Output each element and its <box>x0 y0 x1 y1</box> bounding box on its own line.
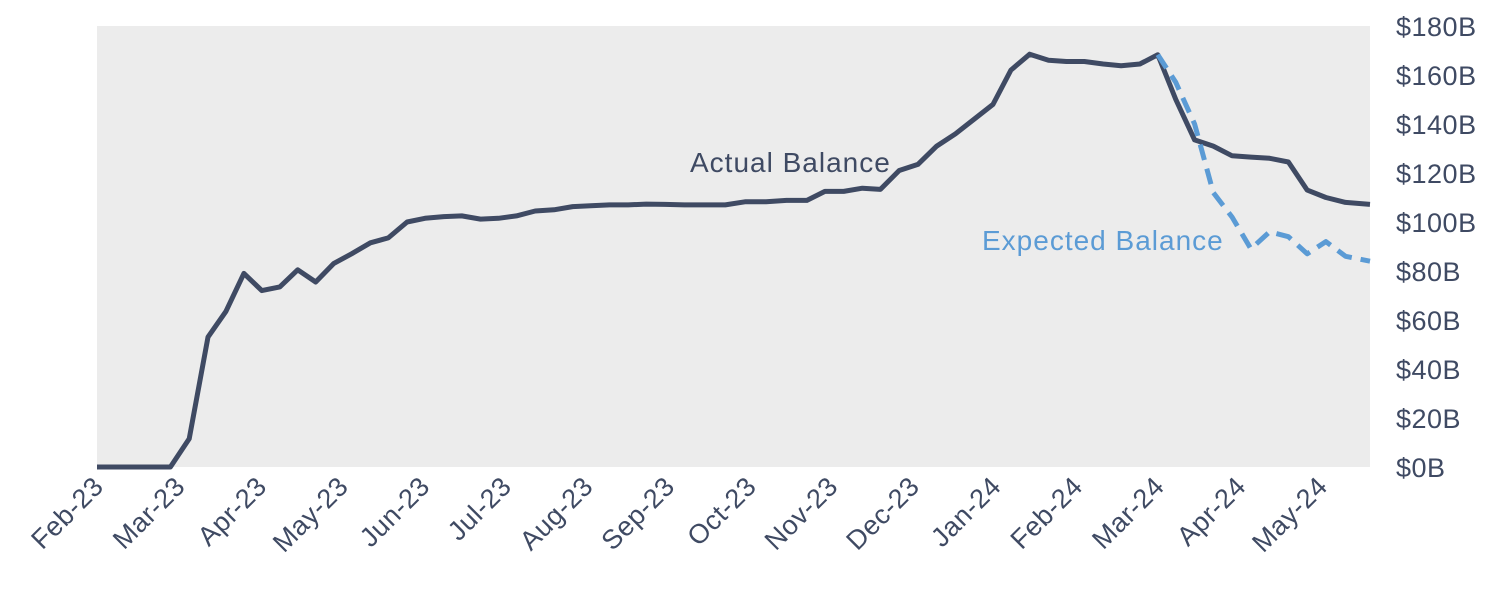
series-line-expected-balance <box>1155 53 1371 264</box>
series-layer <box>97 51 1371 470</box>
x-tick-label: Nov-23 <box>759 471 844 556</box>
x-tick-label: May-24 <box>1246 471 1333 558</box>
plot-area <box>97 26 1370 467</box>
x-tick-label: Aug-23 <box>514 471 599 556</box>
y-tick-label: $120B <box>1396 159 1477 189</box>
y-axis-ticks: $0B $20B $40B $60B $80B $100B $120B $140B $160B $… <box>1396 12 1477 483</box>
x-tick-label: May-23 <box>267 471 354 558</box>
y-tick-label: $100B <box>1396 208 1477 238</box>
x-tick-label: Jun-23 <box>354 471 436 553</box>
x-tick-label: Dec-23 <box>840 471 925 556</box>
x-tick-label: Feb-24 <box>1005 471 1089 555</box>
y-tick-label: $40B <box>1396 355 1461 385</box>
x-tick-label: Apr-23 <box>192 471 273 552</box>
y-tick-label: $80B <box>1396 257 1461 287</box>
x-tick-label: Mar-24 <box>1086 471 1170 555</box>
y-tick-label: $160B <box>1396 61 1477 91</box>
x-tick-label: Jul-23 <box>442 471 517 546</box>
actual-balance-label: Actual Balance <box>690 147 891 178</box>
y-tick-label: $60B <box>1396 306 1461 336</box>
y-tick-label: $140B <box>1396 110 1477 140</box>
y-tick-label: $20B <box>1396 404 1461 434</box>
y-tick-label: $180B <box>1396 12 1477 42</box>
x-tick-label: Oct-23 <box>681 471 762 552</box>
x-tick-label: Feb-23 <box>25 471 109 555</box>
x-tick-label: Mar-23 <box>107 471 191 555</box>
x-tick-label: Sep-23 <box>596 471 681 556</box>
x-tick-label: Jan-24 <box>925 471 1007 553</box>
y-tick-label: $0B <box>1396 453 1446 483</box>
expected-balance-label: Expected Balance <box>982 225 1224 256</box>
x-tick-label: Apr-24 <box>1171 471 1252 552</box>
